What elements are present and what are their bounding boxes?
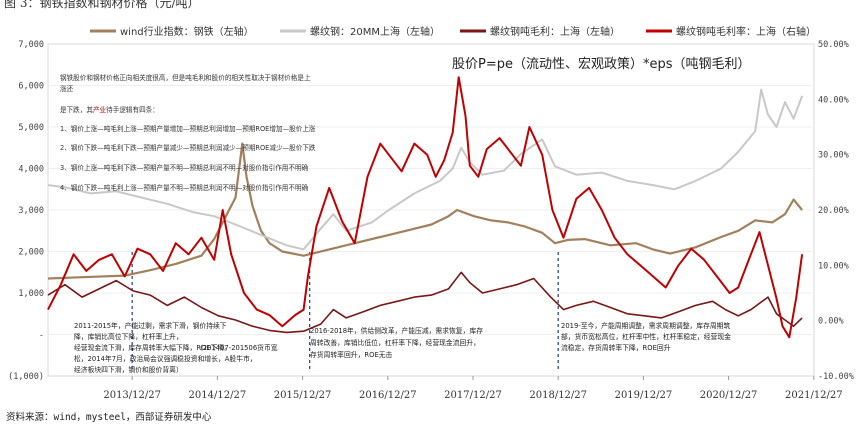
annotation-2-line-3: 存货周转率回升，ROE无击: [310, 350, 393, 359]
x-tick: 2016/12/27: [359, 390, 417, 401]
y-left-tick: 3,000: [18, 206, 44, 216]
note-line: 是下跌，其产业待手逻辑有四条：: [60, 105, 159, 114]
annotation-1-line-1: 2011-2015年，产能过剩，需求下滑，钢价持续下: [74, 321, 227, 330]
note-line: 1、钢价上涨—吨毛利上涨—预期产量增加—预期总利润增加—预期ROE增加—股价上涨: [60, 124, 316, 133]
y-left-tick: (1,000): [8, 372, 44, 382]
series-line-1: [47, 142, 803, 280]
annotation-2-line-2: 周转改善，库销比低位，杠杆率下降，经营现金流回升，: [310, 338, 480, 347]
note-line: 4、钢价下跌—吨毛利上涨—预期产量不明—预期总利润不明—对股价指引作用不明确: [60, 183, 309, 192]
y-left-tick: 6,000: [18, 82, 44, 92]
x-tick: 2020/12/27: [700, 390, 758, 401]
y-left-tick: 5,000: [18, 123, 44, 133]
x-tick: 2018/12/27: [529, 390, 587, 401]
annotation-1: 2011-2015年，产能过剩，需求下滑，钢价持续下 降，库销比高位下降，杠杆率…: [74, 321, 278, 374]
annotation-3-line-1: 2019-至今，产能周期调整，需求周期调整，库存周期筑: [561, 321, 730, 330]
y-right-tick: 30.00%: [818, 151, 849, 161]
legend-label: 螺纹钢吨毛利率：上海（右轴）: [676, 25, 816, 38]
annotation-1-line-3: 经营现金流下滑，库存周转率大幅下降，ROE下滑。: [74, 343, 231, 352]
annotation-1-line-2: 降，库销比高位下降，杠杆率上升，: [74, 332, 183, 341]
x-tick: 2021/12/27: [785, 390, 843, 401]
y-left-tick: 7,000: [18, 40, 44, 50]
note-line: 涨还: [60, 84, 74, 93]
legend-label: 螺纹钢吨毛利：上海（左轴）: [490, 25, 620, 38]
y-right-tick: 10.00%: [818, 261, 849, 271]
x-tick: 2013/12/27: [103, 390, 161, 401]
y-left-tick: 4,000: [18, 165, 44, 175]
series-line-4: [47, 76, 804, 339]
y-right-tick: -10.00%: [818, 372, 854, 382]
y-right-tick: 20.00%: [818, 206, 849, 216]
annotation-2: 2016-2018年，供给侧改革，产能压减，需求恢复，库存 周转改善，库销比低位…: [310, 326, 483, 359]
x-tick: 2017/12/27: [444, 390, 502, 401]
y-right-tick: 50.00%: [818, 40, 849, 50]
figure-title: 图 3：钢铁指数和钢材价格（元/吨）: [4, 0, 200, 10]
annotation-3-line-2: 部，货币宽松高位，杠杆率中性，杠杆率稳定，经营现金: [561, 332, 731, 341]
series-line-3: [47, 271, 803, 334]
series-line-2: [47, 88, 804, 251]
annotation-1-red-line-3: 经济板块四下滑，钢价和股价背离）: [74, 365, 183, 374]
annotation-2-line-1: 2016-2018年，供给侧改革，产能压减，需求恢复，库存: [310, 326, 483, 335]
note-line: 3、钢价上涨—吨毛利下跌—预期产量不明—预期总利润不明—对股价指引作用不明确: [60, 163, 309, 172]
annotation-3: 2019-至今，产能周期调整，需求周期调整，库存周期筑 部，货币宽松高位，杠杆率…: [561, 321, 731, 352]
y-right-tick: 0.00%: [818, 317, 844, 327]
x-tick: 2015/12/27: [274, 390, 332, 401]
annotation-3-line-3: 流稳定，存货周转率下降，ROE回升: [561, 343, 671, 352]
y-left-tick: -: [39, 331, 44, 341]
source-note: 资料来源：wind，mysteel，西部证券研发中心: [6, 412, 212, 423]
note-line: 2、钢价下跌—吨毛利下跌—预期产量减少—预期总利润减少—预期ROE减少—股价下跌: [60, 143, 316, 152]
y-left-tick: 1,000: [18, 289, 44, 299]
legend-label: 螺纹钢：20MM上海（左轴）: [310, 25, 440, 38]
x-tick: 2019/12/27: [615, 390, 673, 401]
y-right-tick: 40.00%: [818, 95, 849, 105]
legend-label: wind行业指数：钢铁（左轴）: [120, 25, 254, 38]
notes-block: 钢铁股价和钢材价格正向相关度很高，但是吨毛利和股价的相关性取决于钢材价格是上涨还…: [60, 73, 316, 192]
annotation-1-red-line-2: 松，2014年7月，政治局会议强调稳投资和增长，A股牛市，: [74, 354, 257, 363]
x-tick: 2014/12/27: [189, 390, 247, 401]
note-line: 钢铁股价和钢材价格正向相关度很高，但是吨毛利和股价的相关性取决于钢材价格是上: [60, 73, 311, 82]
formula-label: 股价P=pe（流动性、宏观政策）*eps（吨钢毛利）: [452, 56, 751, 72]
annotation-1-red-line-1: （201407-201506货币宽: [196, 343, 278, 352]
y-left-tick: 2,000: [18, 248, 44, 258]
